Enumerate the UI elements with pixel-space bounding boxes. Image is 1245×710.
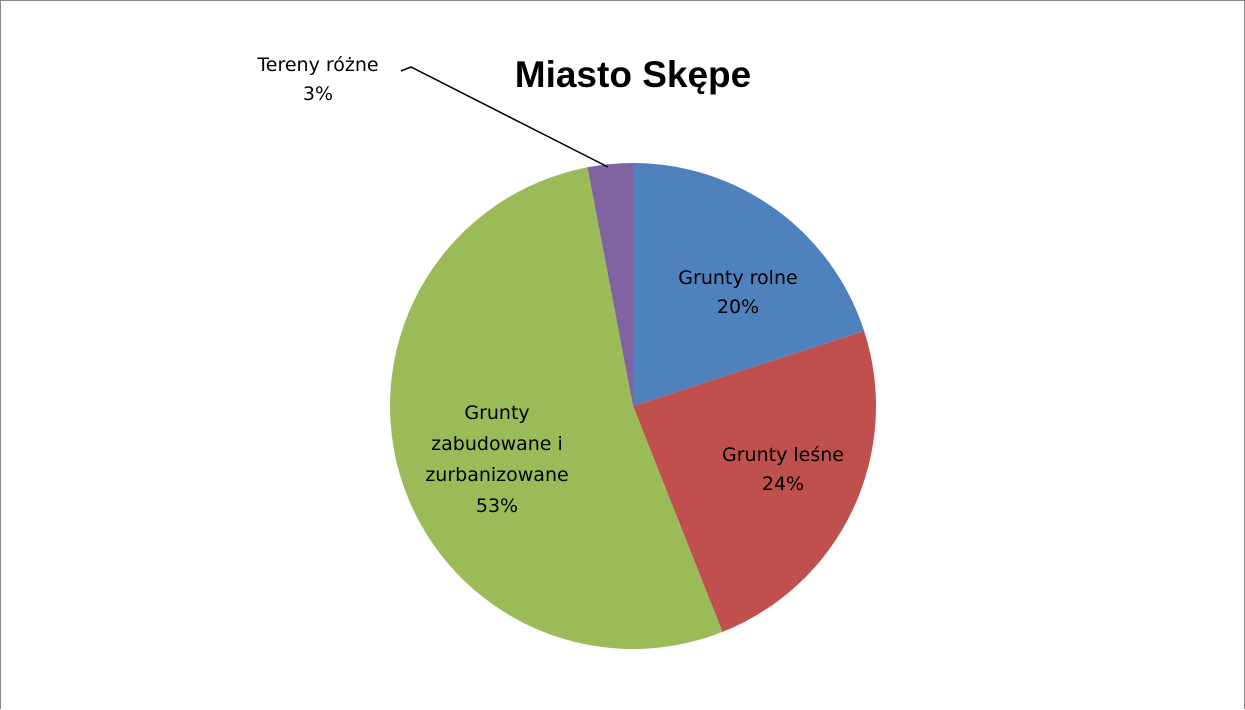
slice-label-3: Tereny różne 3% <box>256 54 378 105</box>
slice-label-1: Grunty leśne 24% <box>722 444 844 495</box>
slice-label-0: Grunty rolne 20% <box>678 267 797 318</box>
pie-slice-1 <box>633 330 877 632</box>
pie-labels: Grunty rolne 20% Grunty leśne 24% Grunty zabu… <box>256 54 844 517</box>
pie-slice-3 <box>587 163 633 406</box>
leader-line-3 <box>400 66 609 168</box>
slice-label-2: Grunty zabudowane i zurbanizowane 53% <box>425 402 568 517</box>
pie-slice-2 <box>389 167 723 650</box>
chart-title: Miasto Skępe <box>515 54 751 95</box>
pie-slices <box>389 163 877 650</box>
pie-slice-0 <box>633 163 865 406</box>
